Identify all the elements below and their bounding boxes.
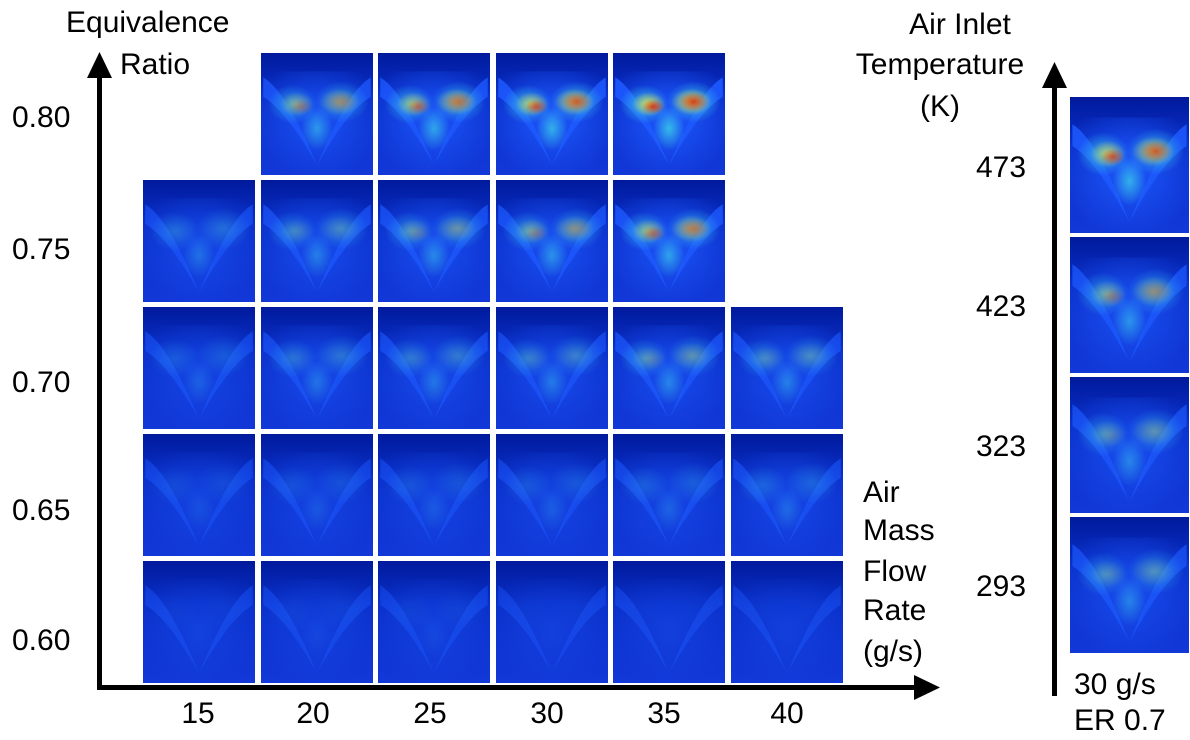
temperature-axis-arrowhead (1042, 62, 1067, 88)
flame-image-er0.70-flow20 (261, 307, 373, 429)
y-tick-label: 0.65 (12, 494, 71, 527)
flame-image-er0.65-flow35 (613, 434, 725, 556)
flame-image-temp323 (1070, 377, 1189, 513)
temperature-axis-line (1052, 82, 1057, 696)
x-tick-label: 20 (296, 697, 330, 730)
flame-image-temp293 (1070, 517, 1189, 653)
y-axis-title-line1: Equivalence (66, 6, 230, 39)
temperature-label: 323 (976, 430, 1027, 463)
flame-image-er0.70-flow35 (613, 307, 725, 429)
temperature-label: 423 (976, 290, 1027, 323)
flame-image-er0.60-flow20 (261, 561, 373, 683)
flame-image-er0.70-flow40 (731, 307, 843, 429)
condition-label-flow: 30 g/s (1074, 668, 1156, 701)
flame-image-temp423 (1070, 237, 1189, 373)
x-tick-label: 30 (530, 697, 564, 730)
x-axis-title-line: Rate (863, 594, 927, 627)
y-tick-label: 0.80 (12, 101, 71, 134)
x-axis-title-line: Flow (863, 555, 927, 588)
y-axis-arrowhead (87, 52, 112, 78)
x-axis-title-line: Air (863, 476, 900, 509)
x-tick-label: 15 (181, 697, 215, 730)
y-tick-label: 0.60 (12, 624, 71, 657)
flame-image-er0.70-flow30 (496, 307, 608, 429)
flame-image-er0.80-flow35 (613, 53, 725, 175)
flame-image-er0.70-flow25 (378, 307, 490, 429)
flame-image-er0.60-flow25 (378, 561, 490, 683)
flame-image-er0.75-flow20 (261, 180, 373, 302)
flame-image-er0.80-flow20 (261, 53, 373, 175)
flame-image-er0.75-flow25 (378, 180, 490, 302)
y-tick-label: 0.75 (12, 233, 71, 266)
temperature-label: 473 (976, 151, 1027, 184)
temperature-axis-title-line: (K) (920, 90, 960, 123)
flame-image-er0.60-flow35 (613, 561, 725, 683)
flame-image-er0.65-flow15 (143, 434, 255, 556)
flame-image-er0.60-flow40 (731, 561, 843, 683)
x-axis-line (97, 685, 919, 690)
flame-image-er0.65-flow30 (496, 434, 608, 556)
x-axis-arrowhead (914, 675, 940, 700)
flame-image-er0.70-flow15 (143, 307, 255, 429)
flame-image-er0.80-flow30 (496, 53, 608, 175)
x-tick-label: 25 (413, 697, 447, 730)
x-axis-title-line: (g/s) (863, 635, 923, 668)
flame-image-er0.60-flow15 (143, 561, 255, 683)
flame-image-er0.65-flow25 (378, 434, 490, 556)
flame-image-temp473 (1070, 97, 1189, 233)
y-tick-label: 0.70 (12, 366, 71, 399)
x-axis-title-line: Mass (863, 514, 935, 547)
flame-image-er0.65-flow20 (261, 434, 373, 556)
flame-image-er0.75-flow30 (496, 180, 608, 302)
flame-image-er0.75-flow35 (613, 180, 725, 302)
flame-image-er0.60-flow30 (496, 561, 608, 683)
flame-image-er0.75-flow15 (143, 180, 255, 302)
temperature-label: 293 (976, 570, 1027, 603)
condition-label-er: ER 0.7 (1074, 704, 1166, 737)
flame-image-er0.80-flow25 (378, 53, 490, 175)
y-axis-title-line2: Ratio (120, 48, 191, 81)
temperature-axis-title-line: Air Inlet (909, 8, 1011, 41)
x-tick-label: 35 (647, 697, 681, 730)
x-tick-label: 40 (770, 697, 804, 730)
y-axis-line (97, 70, 102, 690)
flame-image-er0.65-flow40 (731, 434, 843, 556)
temperature-axis-title-line: Temperature (855, 48, 1025, 81)
